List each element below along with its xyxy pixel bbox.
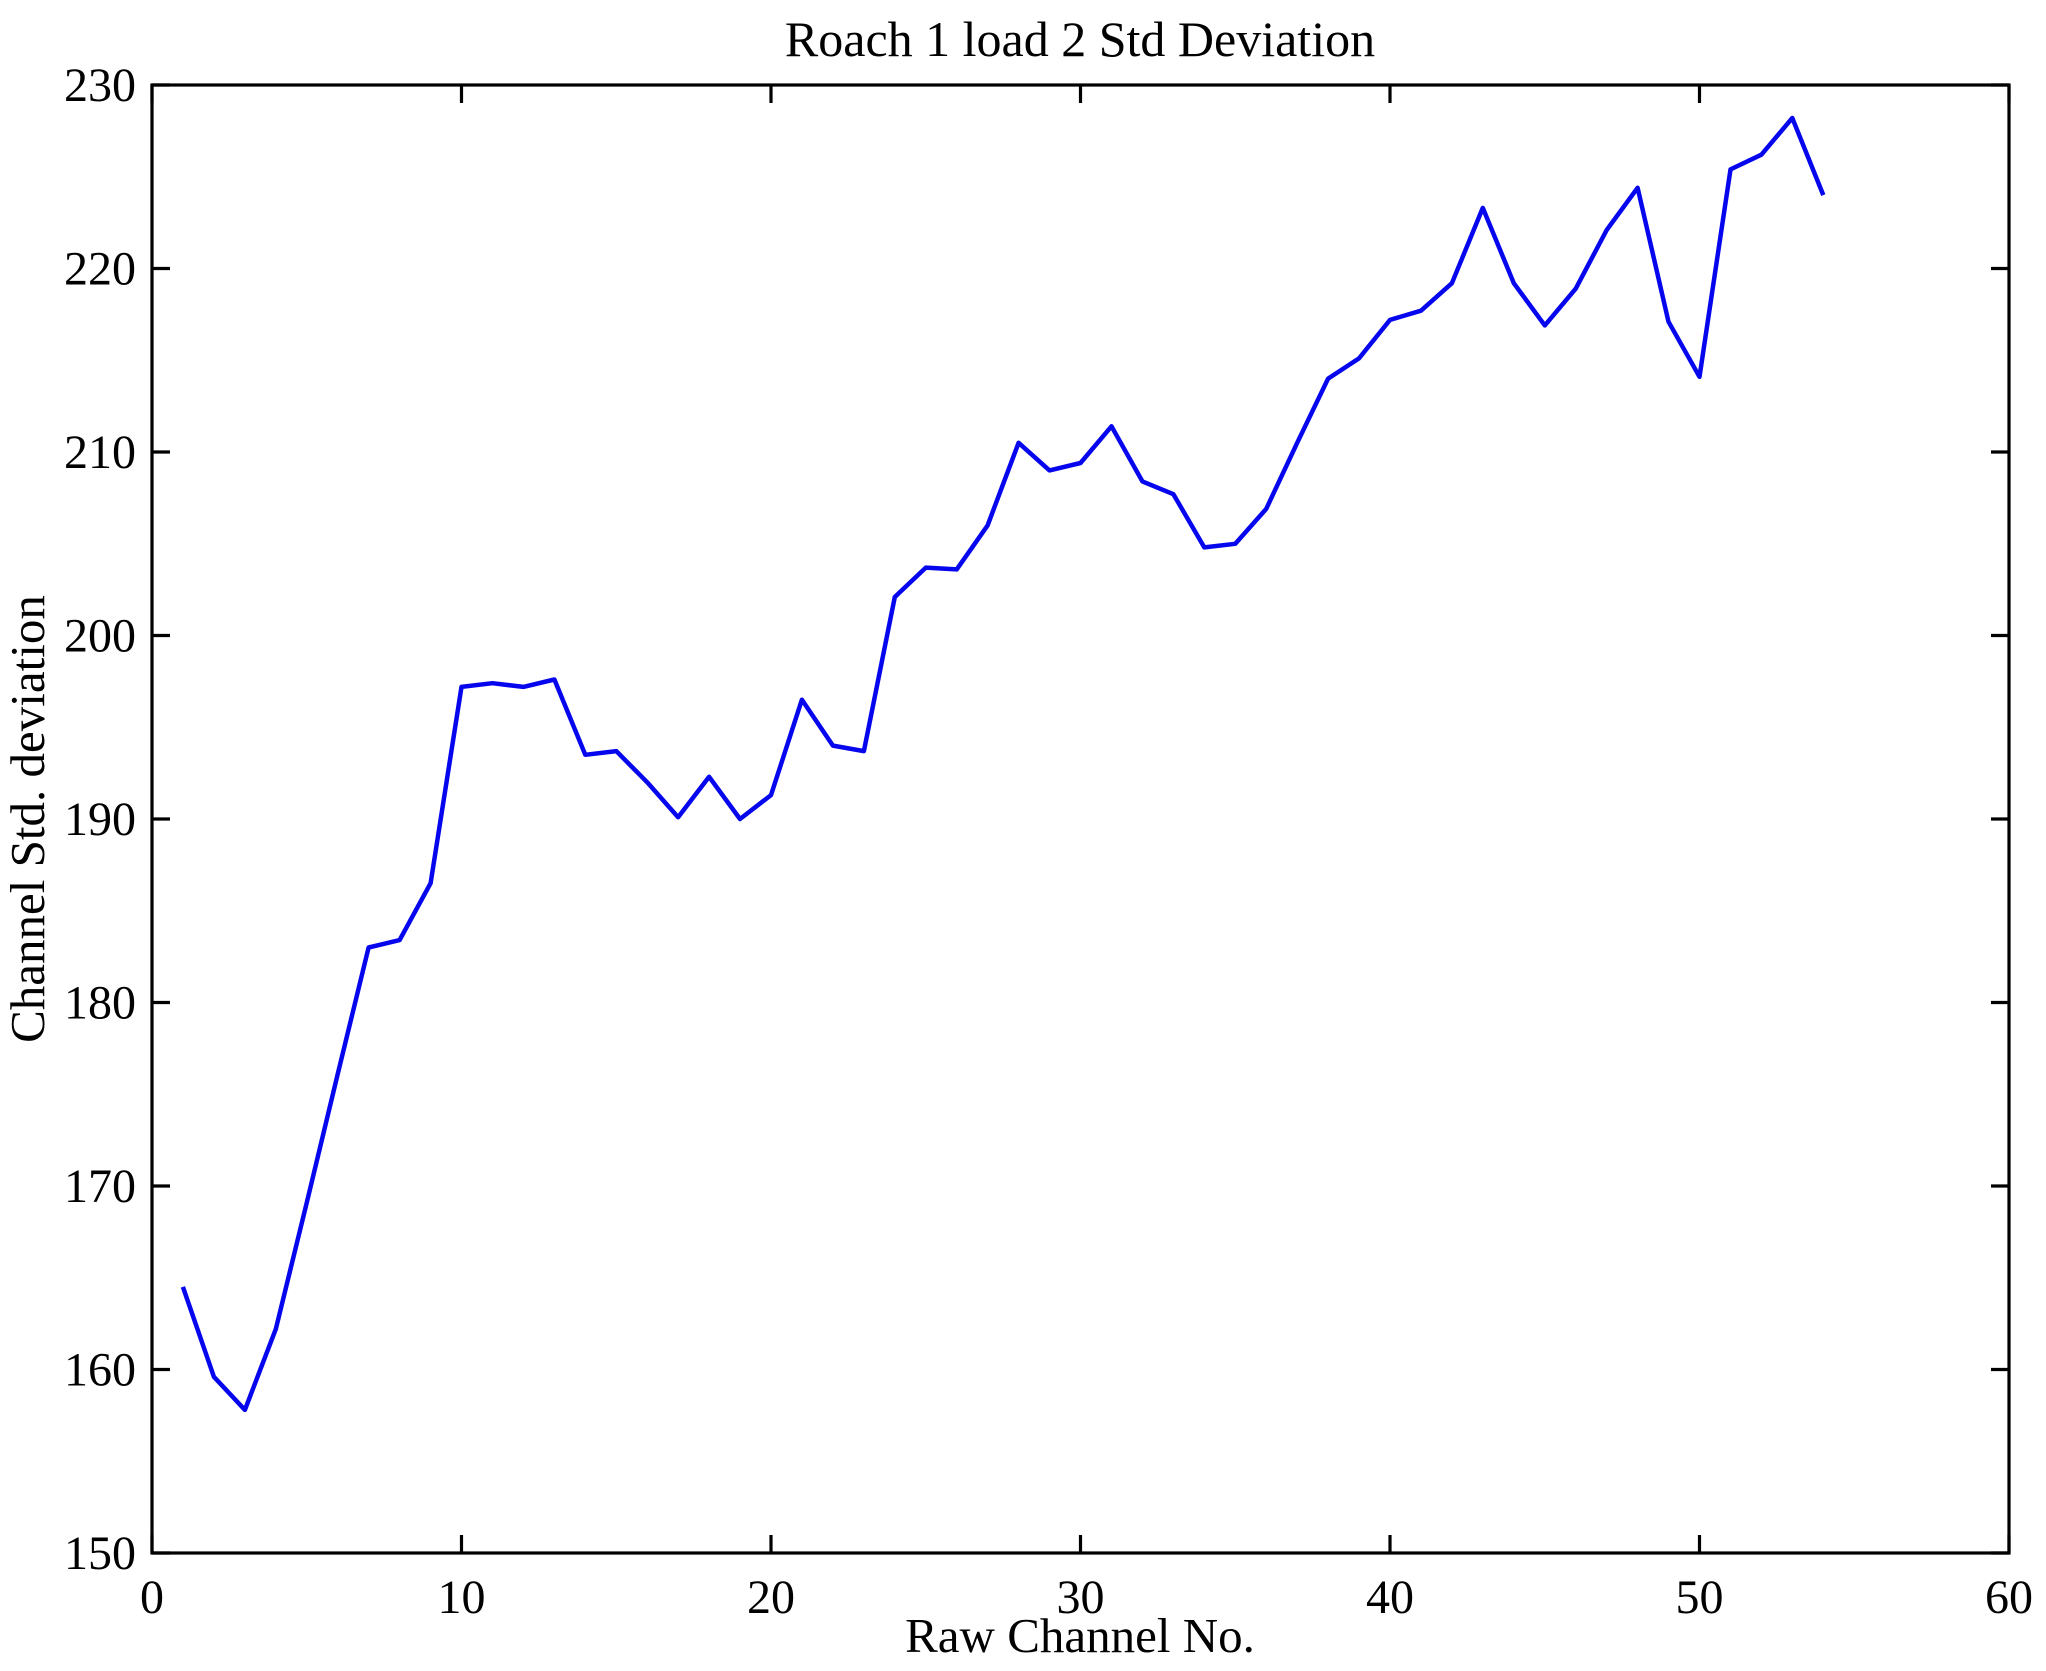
x-tick-label: 20 [747,1571,795,1624]
y-tick-label: 160 [64,1344,136,1397]
y-tick-label: 210 [64,426,136,479]
y-axis-label: Channel Std. deviation [0,595,55,1043]
x-tick-label: 40 [1366,1571,1414,1624]
plot-box [150,83,2011,1555]
axis-ticks [150,83,2011,1555]
y-tick-label: 180 [64,977,136,1030]
y-tick-label: 230 [64,59,136,112]
y-tick-label: 220 [64,243,136,296]
x-tick-label: 0 [140,1571,164,1624]
x-tick-label: 50 [1676,1571,1724,1624]
data-series [180,115,1826,1413]
y-tick-label: 190 [64,793,136,846]
y-tick-label: 150 [64,1527,136,1580]
x-tick-label: 10 [438,1571,486,1624]
y-tick-label: 170 [64,1160,136,1213]
chart-title: Roach 1 load 2 Std Deviation [785,11,1375,67]
x-tick-label: 30 [1057,1571,1105,1624]
x-tick-label: 60 [1985,1571,2033,1624]
plot-area [150,83,2011,1555]
axis-tick-labels: 0 10 20 30 40 50 60 150 160 170 180 190 200 210 220 230 [64,59,2033,1624]
y-tick-label: 200 [64,610,136,663]
std-deviation-line [180,115,1826,1413]
x-axis-label: Raw Channel No. [905,1608,1255,1663]
